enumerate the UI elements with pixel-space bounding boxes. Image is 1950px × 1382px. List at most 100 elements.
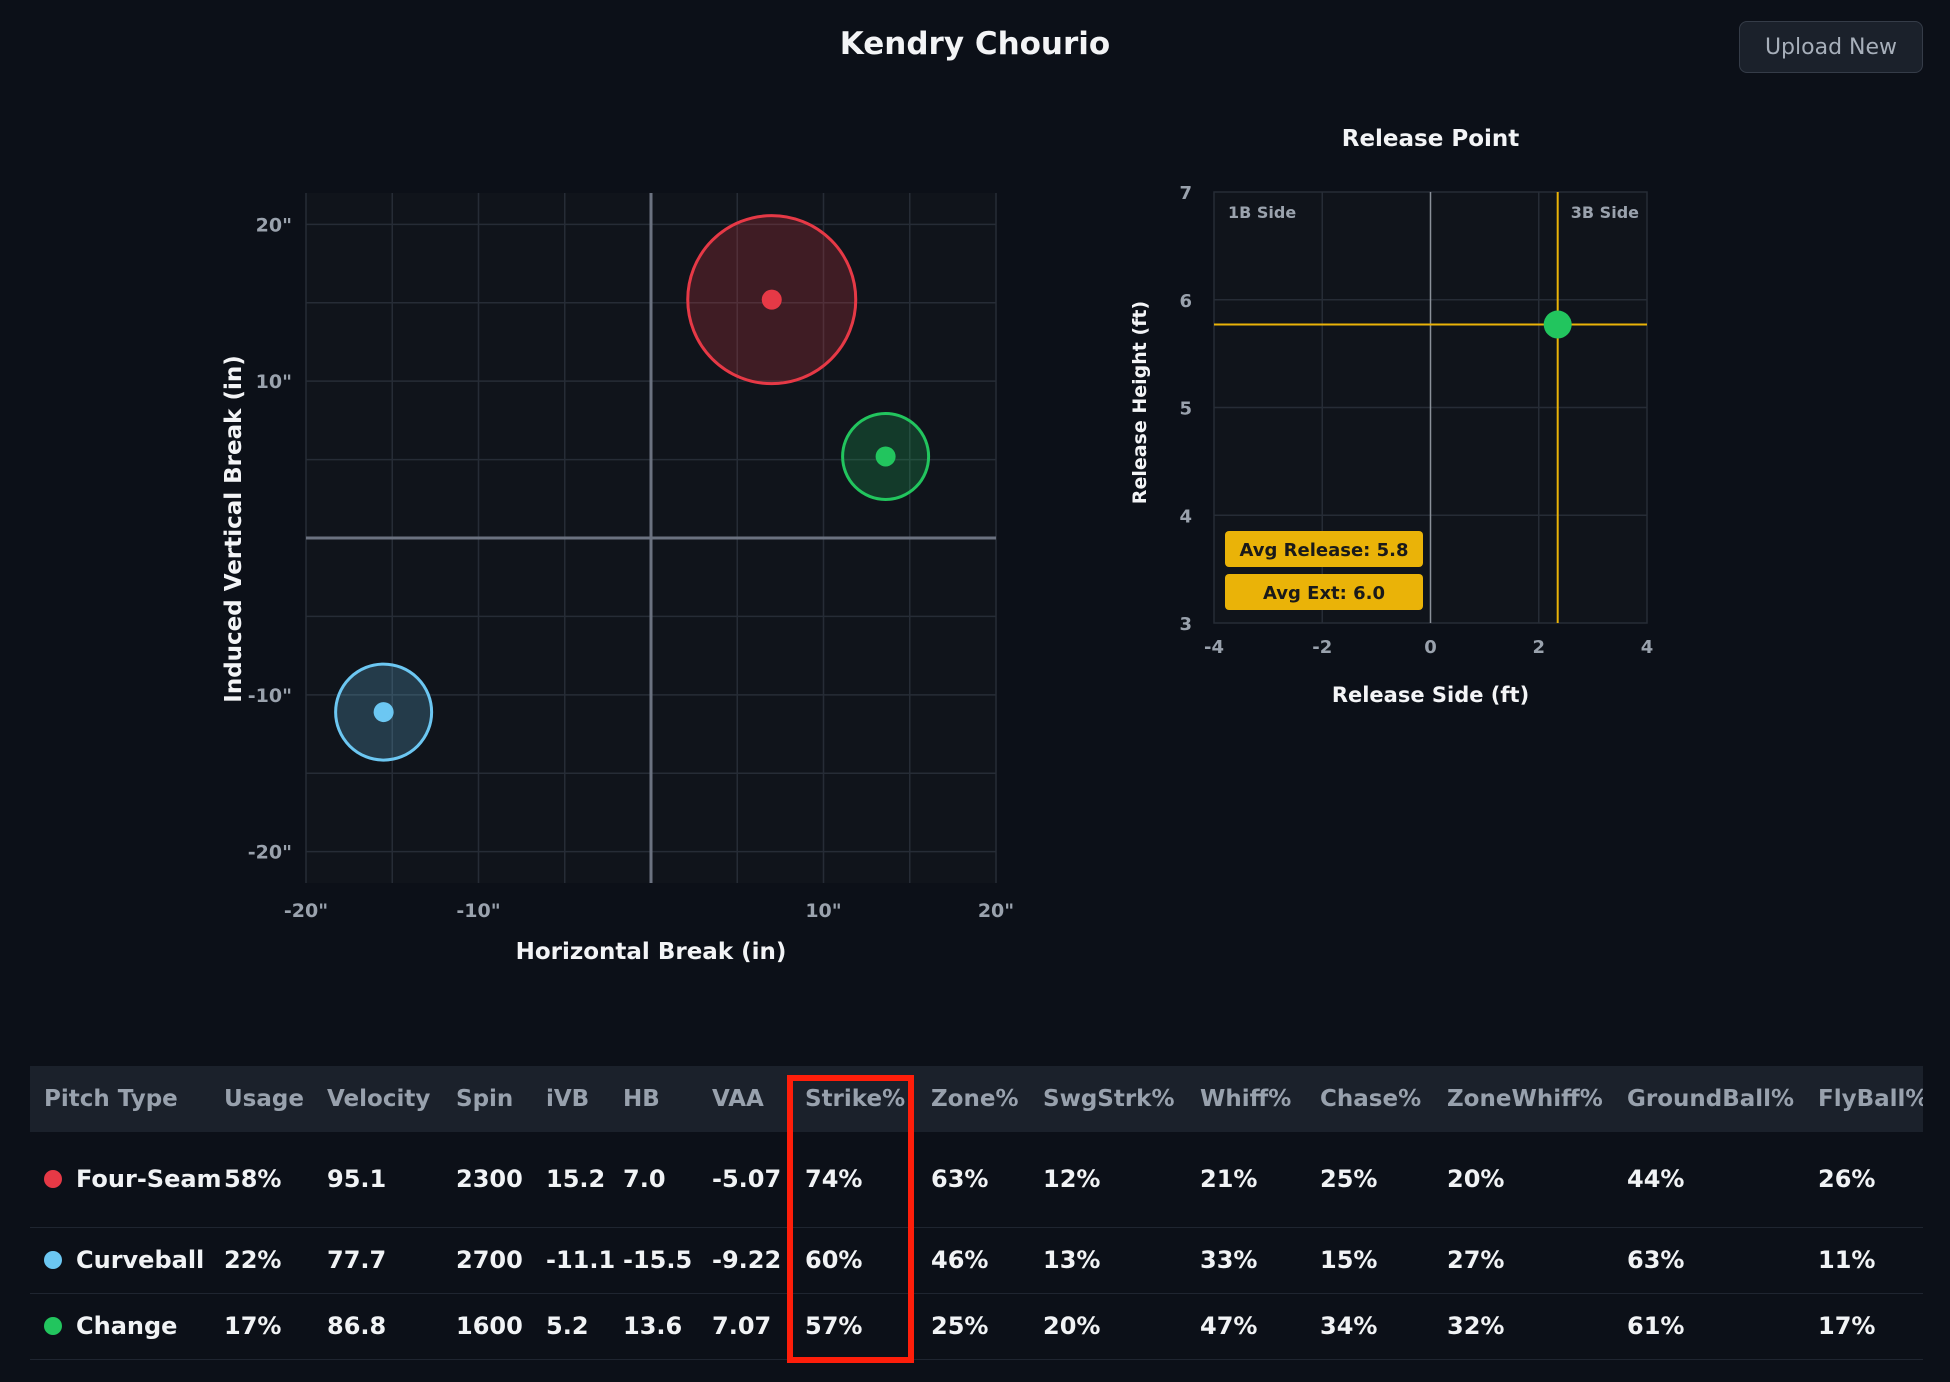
table-cell: 13% bbox=[1029, 1227, 1186, 1294]
upload-new-button[interactable]: Upload New bbox=[1739, 21, 1923, 73]
x-axis-label: Horizontal Break (in) bbox=[516, 939, 787, 965]
column-header[interactable]: Velocity bbox=[327, 1086, 431, 1112]
release-y-tick: 4 bbox=[1179, 506, 1192, 527]
table-cell: 58% bbox=[210, 1132, 313, 1228]
column-header[interactable]: Pitch Type bbox=[44, 1086, 178, 1112]
release-x-tick: -2 bbox=[1312, 637, 1332, 658]
release-x-tick: 4 bbox=[1641, 637, 1654, 658]
column-header[interactable]: VAA bbox=[712, 1086, 764, 1112]
table-cell: 5.2 bbox=[532, 1293, 609, 1360]
pitch-point bbox=[373, 702, 394, 723]
x-tick-label: -10" bbox=[456, 900, 500, 922]
release-y-tick: 6 bbox=[1179, 291, 1192, 312]
pitch-point bbox=[875, 446, 896, 467]
x-tick-label: 20" bbox=[978, 900, 1014, 922]
column-header[interactable]: Usage bbox=[224, 1086, 304, 1112]
table-cell: 25% bbox=[1306, 1132, 1433, 1228]
table-cell: 15.2 bbox=[532, 1132, 609, 1228]
release-x-tick: 0 bbox=[1424, 637, 1437, 658]
release-x-axis-label: Release Side (ft) bbox=[1332, 683, 1529, 707]
column-header[interactable]: ZoneWhiff% bbox=[1447, 1086, 1603, 1112]
table-cell: 17% bbox=[210, 1293, 313, 1360]
y-tick-label: 10" bbox=[256, 371, 292, 393]
pitch-type-name: Curveball bbox=[76, 1246, 205, 1274]
table-cell: 12% bbox=[1029, 1132, 1186, 1228]
table-cell: 22% bbox=[210, 1227, 313, 1294]
x-tick-label: 10" bbox=[805, 900, 841, 922]
column-header[interactable]: Chase% bbox=[1320, 1086, 1422, 1112]
pitch-type-cell: Curveball bbox=[30, 1227, 210, 1294]
table-cell: 7.0 bbox=[609, 1132, 698, 1228]
column-header[interactable]: Spin bbox=[456, 1086, 514, 1112]
release-x-tick: 2 bbox=[1532, 637, 1545, 658]
release-chart-title: Release Point bbox=[1342, 126, 1520, 152]
release-badge-text: Avg Release: 5.8 bbox=[1239, 540, 1408, 561]
table-row: Change 17% 86.8 1600 5.2 13.6 7.07 57% 25% 20% 47%… bbox=[30, 1293, 1923, 1360]
column-header[interactable]: Whiff% bbox=[1200, 1086, 1292, 1112]
table-cell: -11.1 bbox=[532, 1227, 615, 1294]
release-badge bbox=[1225, 531, 1423, 567]
table-cell: 13.6 bbox=[609, 1293, 698, 1360]
pitch-type-name: Change bbox=[76, 1312, 178, 1340]
side-label-1b: 1B Side bbox=[1228, 203, 1296, 222]
table-cell: 74% bbox=[791, 1132, 917, 1228]
table-cell: -9.22 bbox=[698, 1227, 791, 1294]
column-header[interactable]: iVB bbox=[546, 1086, 590, 1112]
table-cell: 1600 bbox=[442, 1293, 532, 1360]
table-cell: 95.1 bbox=[313, 1132, 442, 1228]
y-tick-label: 20" bbox=[256, 214, 292, 236]
pitch-type-cell: Change bbox=[30, 1293, 210, 1360]
movement-marks bbox=[334, 214, 931, 762]
release-point bbox=[1543, 310, 1572, 339]
table-cell: 44% bbox=[1613, 1132, 1804, 1228]
table-cell: 57% bbox=[791, 1293, 917, 1360]
table-cell: -5.07 bbox=[698, 1132, 791, 1228]
table-cell: 61% bbox=[1613, 1293, 1804, 1360]
table-cell: 86.8 bbox=[313, 1293, 442, 1360]
pitch-color-dot bbox=[44, 1317, 62, 1335]
table-cell: 77.7 bbox=[313, 1227, 442, 1294]
table-row: Four-Seam 58% 95.1 2300 15.2 7.0 -5.07 74% 63% 12… bbox=[30, 1132, 1923, 1228]
y-tick-label: -20" bbox=[248, 842, 292, 864]
column-header[interactable]: Strike% bbox=[805, 1086, 906, 1112]
table-row: Curveball 22% 77.7 2700 -11.1 -15.5 -9.22 60% 46… bbox=[30, 1227, 1923, 1294]
table-cell: 47% bbox=[1186, 1293, 1306, 1360]
release-y-tick: 7 bbox=[1179, 183, 1192, 204]
y-tick-label: -10" bbox=[248, 685, 292, 707]
pitch-color-dot bbox=[44, 1251, 62, 1269]
table-cell: 34% bbox=[1306, 1293, 1433, 1360]
column-header[interactable]: GroundBall% bbox=[1627, 1086, 1795, 1112]
release-x-tick: -4 bbox=[1204, 637, 1224, 658]
table-cell: 27% bbox=[1433, 1227, 1613, 1294]
table-cell: 20% bbox=[1433, 1132, 1613, 1228]
table-cell: 25% bbox=[917, 1293, 1029, 1360]
table-header-row: Pitch Type Usage Velocity Spin iVB HB VAA Strik… bbox=[30, 1066, 1923, 1132]
pitch-stats-table: Pitch Type Usage Velocity Spin iVB HB VAA Strik… bbox=[30, 1066, 1923, 1366]
column-header[interactable]: SwgStrk% bbox=[1043, 1086, 1175, 1112]
release-labels: Release Point 1B Side 3B Side -4 -2 0 2 4 7 6 5 4 3 R… bbox=[1129, 126, 1653, 707]
table-cell: -15.5 bbox=[609, 1227, 698, 1294]
table-cell: 21% bbox=[1186, 1132, 1306, 1228]
release-point-chart: Avg Release: 5.8 Avg Ext: 6.0 Release Poi… bbox=[1129, 126, 1653, 707]
column-header[interactable]: Zone% bbox=[931, 1086, 1019, 1112]
table-cell: 63% bbox=[917, 1132, 1029, 1228]
movement-labels: -20" -10" 10" 20" 20" 10" -10" -20" Horizontal B… bbox=[221, 214, 1014, 965]
movement-chart: -20" -10" 10" 20" 20" 10" -10" -20" Horizontal B… bbox=[221, 193, 1014, 965]
column-header[interactable]: FlyBall% bbox=[1818, 1086, 1923, 1112]
release-marks: Avg Release: 5.8 Avg Ext: 6.0 bbox=[1214, 192, 1647, 623]
pitch-color-dot bbox=[44, 1170, 62, 1189]
table-cell: 15% bbox=[1306, 1227, 1433, 1294]
release-badge bbox=[1225, 574, 1423, 610]
table-cell: 17% bbox=[1804, 1293, 1923, 1360]
table-cell: 2700 bbox=[442, 1227, 532, 1294]
table-cell: 46% bbox=[917, 1227, 1029, 1294]
release-badge-text: Avg Ext: 6.0 bbox=[1263, 583, 1385, 604]
release-y-tick: 5 bbox=[1179, 399, 1192, 420]
table-cell: 20% bbox=[1029, 1293, 1186, 1360]
release-y-axis-label: Release Height (ft) bbox=[1129, 301, 1151, 504]
table-cell: 63% bbox=[1613, 1227, 1804, 1294]
pitch-type-name: Four-Seam bbox=[76, 1165, 222, 1194]
column-header[interactable]: HB bbox=[623, 1086, 660, 1112]
x-tick-label: -20" bbox=[284, 900, 328, 922]
table-cell: 33% bbox=[1186, 1227, 1306, 1294]
